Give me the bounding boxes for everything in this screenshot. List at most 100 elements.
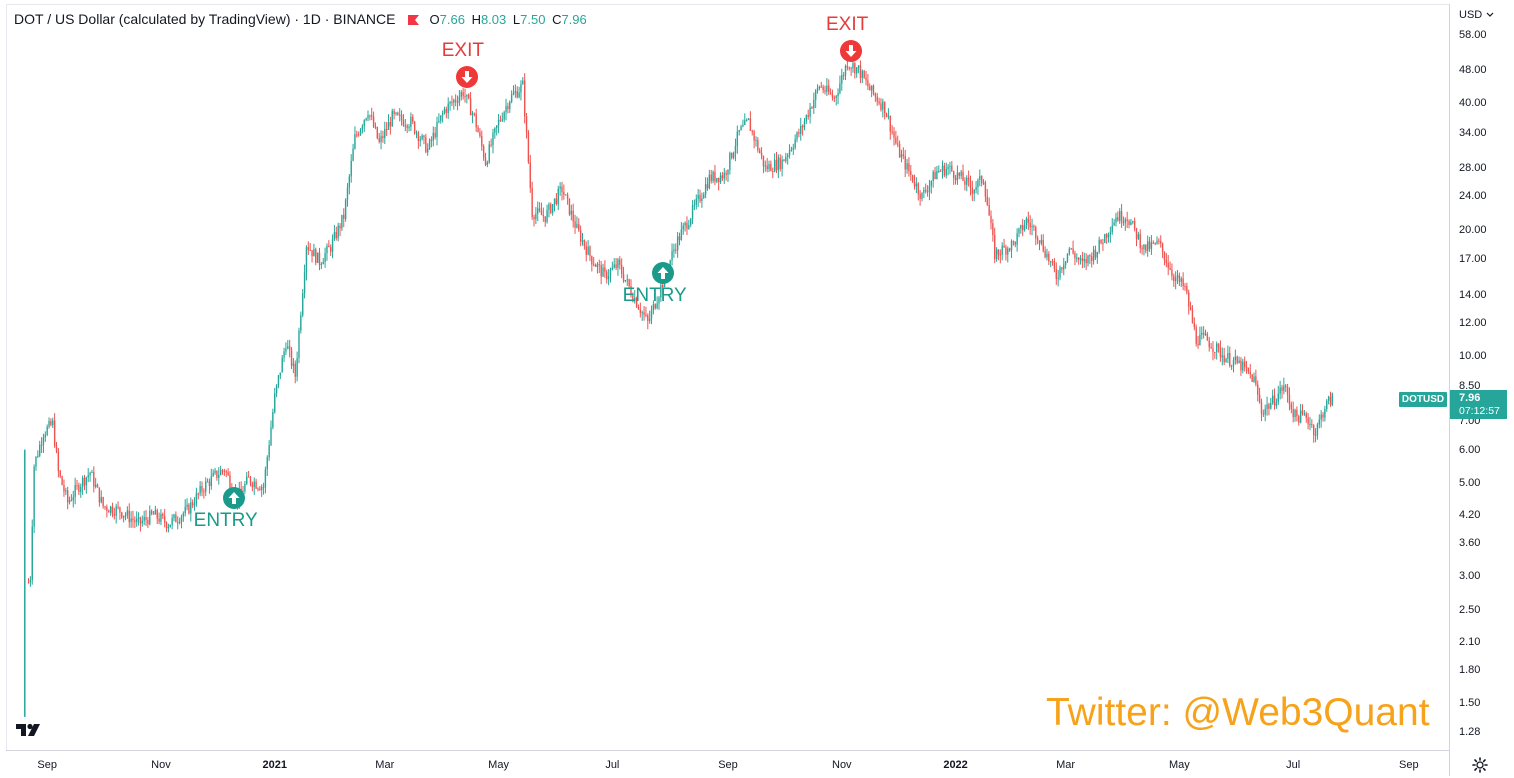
candle xyxy=(643,306,645,321)
candle xyxy=(479,128,481,138)
candle xyxy=(1243,356,1246,372)
price-tick-label: 1.50 xyxy=(1459,697,1481,709)
candle xyxy=(1299,403,1302,424)
candle xyxy=(518,86,520,99)
candle xyxy=(1135,227,1138,247)
candle xyxy=(861,69,864,84)
candle xyxy=(1174,271,1177,290)
candle xyxy=(874,92,877,102)
candle xyxy=(162,512,164,519)
candle xyxy=(309,243,311,252)
candle xyxy=(182,511,185,522)
candle xyxy=(908,157,910,177)
candle xyxy=(98,487,101,507)
candle xyxy=(339,223,341,237)
candle xyxy=(988,197,990,216)
candle xyxy=(943,162,946,178)
candle xyxy=(404,118,407,132)
candle xyxy=(458,90,461,107)
candle xyxy=(932,169,934,188)
candle xyxy=(615,258,617,271)
candle xyxy=(1283,377,1285,395)
candle xyxy=(227,468,229,476)
candle xyxy=(468,93,470,100)
candle xyxy=(186,498,188,511)
candle xyxy=(1195,324,1197,347)
candle xyxy=(714,164,716,186)
candle xyxy=(880,98,882,112)
candle xyxy=(1275,398,1278,409)
candle xyxy=(184,499,186,517)
candle xyxy=(1079,255,1082,265)
candle xyxy=(177,516,179,530)
candle xyxy=(952,170,955,185)
candle xyxy=(1173,273,1175,287)
candle xyxy=(477,125,479,133)
candle xyxy=(716,177,718,184)
candle xyxy=(262,482,265,495)
candle xyxy=(1083,252,1085,268)
candle xyxy=(473,112,476,117)
candle xyxy=(70,494,73,502)
candle xyxy=(736,125,739,154)
candle xyxy=(63,479,65,497)
candle xyxy=(257,487,259,492)
candle xyxy=(964,177,966,191)
candle xyxy=(800,117,802,141)
candle xyxy=(587,240,589,256)
candle xyxy=(247,470,250,478)
candle xyxy=(1230,364,1233,371)
candle xyxy=(61,475,63,486)
symbol-title[interactable]: DOT / US Dollar (calculated by TradingVi… xyxy=(14,11,396,27)
flag-icon[interactable] xyxy=(407,13,420,25)
tradingview-logo-icon[interactable] xyxy=(14,719,42,741)
candle xyxy=(622,266,625,283)
candle xyxy=(768,160,770,173)
candle xyxy=(1109,226,1112,243)
candle xyxy=(837,88,839,105)
candle xyxy=(684,221,686,232)
candle xyxy=(779,154,781,172)
candle xyxy=(1124,217,1127,231)
candle xyxy=(307,241,310,256)
price-tick-label: 17.00 xyxy=(1459,253,1487,266)
candle xyxy=(512,85,515,96)
candle xyxy=(372,111,375,128)
candle xyxy=(367,110,369,121)
candle xyxy=(734,138,737,162)
candle xyxy=(1128,219,1130,229)
candle xyxy=(335,226,337,241)
candle xyxy=(1285,384,1287,393)
plot-area[interactable] xyxy=(6,4,1449,750)
currency-dropdown[interactable]: USD xyxy=(1459,9,1494,21)
candle xyxy=(592,256,595,267)
candle xyxy=(81,475,84,495)
time-tick-label: Sep xyxy=(718,759,738,771)
candle xyxy=(678,232,681,246)
gear-icon[interactable] xyxy=(1472,757,1488,773)
candle xyxy=(841,68,843,91)
exit-signal-label: EXIT xyxy=(441,40,484,62)
candle xyxy=(1038,240,1041,251)
candle xyxy=(341,214,343,232)
price-tick-label: 34.00 xyxy=(1459,126,1487,139)
candle xyxy=(320,262,323,270)
candle xyxy=(1145,244,1147,254)
candle xyxy=(302,288,304,318)
candle xyxy=(1158,238,1160,245)
candle xyxy=(1206,331,1209,341)
candle xyxy=(1055,262,1057,285)
candle xyxy=(990,210,992,230)
candle xyxy=(900,149,903,163)
candle xyxy=(74,477,76,505)
candle xyxy=(430,136,433,148)
candle xyxy=(842,72,845,80)
candle xyxy=(514,84,517,98)
candle xyxy=(1171,263,1173,281)
candle xyxy=(214,467,216,475)
candle xyxy=(1133,217,1136,232)
time-tick-label: May xyxy=(488,759,509,771)
candle xyxy=(225,469,227,478)
candle xyxy=(583,239,586,250)
candle xyxy=(1122,216,1125,226)
